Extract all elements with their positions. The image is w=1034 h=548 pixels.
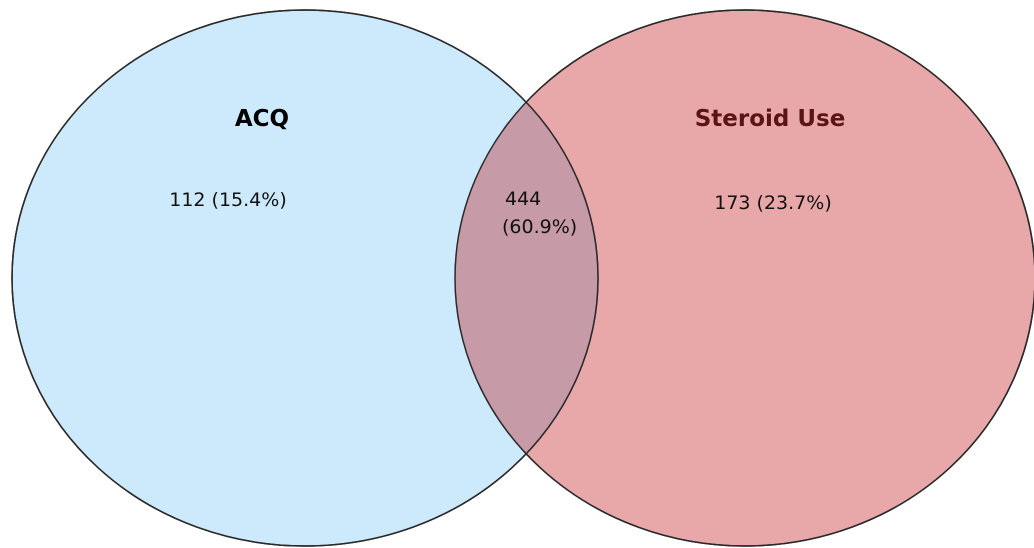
steroid-use-circle-outline (454, 9, 1034, 547)
acq-only-count: 112 (15.4%) (169, 189, 287, 211)
overlap-percent: (60.9%) (502, 216, 577, 238)
steroid-use-label: Steroid Use (695, 106, 846, 132)
overlap-count: 444 (505, 188, 541, 210)
acq-circle-outline (11, 9, 599, 547)
steroid-use-only-count: 173 (23.7%) (714, 192, 832, 214)
acq-label: ACQ (235, 106, 289, 132)
